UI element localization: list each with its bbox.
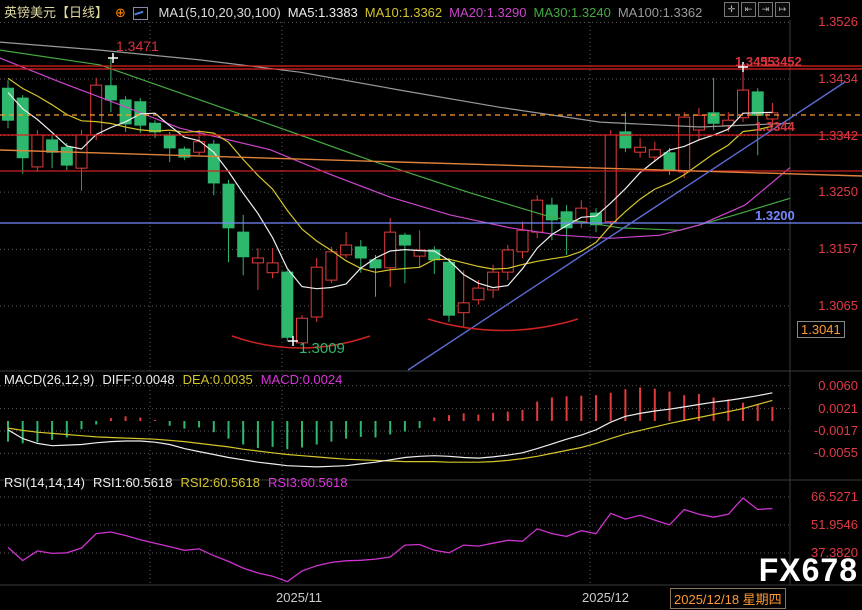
double-bottom-label: 1.3009 xyxy=(299,340,345,357)
macd-tick: 0.0021 xyxy=(818,400,858,416)
support1-label: 1.3344 xyxy=(755,119,795,134)
price-tick: 1.3065 xyxy=(818,297,858,313)
prev-high-label: 1.3471 xyxy=(116,38,159,54)
current-date-box: 2025/12/18 星期四 xyxy=(670,588,786,609)
rsi-tick: 66.5271 xyxy=(811,488,858,504)
price-tick: 1.3342 xyxy=(818,127,858,143)
pan-crosshair-icon[interactable]: ✛ xyxy=(724,2,739,17)
resistance1-label: 1.3455 xyxy=(735,54,775,69)
rsi2-value: RSI2:60.5618 xyxy=(180,475,260,490)
indicator-header-bar: 英镑美元【日线】 ⊕ MA1(5,10,20,30,100) MA5:1.3383 M… xyxy=(4,2,709,21)
add-indicator-icon[interactable]: ⊕ xyxy=(115,5,126,20)
month-label-dec: 2025/12 xyxy=(582,590,629,605)
macd-name: MACD(26,12,9) xyxy=(4,372,95,387)
rsi-tick: 37.3820 xyxy=(811,545,858,560)
ma100-value: MA100:1.3362 xyxy=(617,5,703,20)
macd-tick: -0.0017 xyxy=(813,423,858,438)
rsi3-value: RSI3:60.5618 xyxy=(267,475,348,490)
macd-header: MACD(26,12,9) DIFF:0.0048 DEA:0.0035 MACD:0… xyxy=(4,372,350,387)
rsi-name: RSI(14,14,14) xyxy=(4,475,85,490)
rsi-tick: 51.9546 xyxy=(811,517,858,532)
macd-diff-value: DIFF:0.0048 xyxy=(102,372,175,387)
macd-macd-value: MACD:0.0024 xyxy=(260,372,343,387)
zoom-in-axis-icon[interactable]: ⇥ xyxy=(758,2,773,17)
price-tick: 1.3250 xyxy=(818,184,858,200)
macd-dea-value: DEA:0.0035 xyxy=(182,372,253,387)
chart-type-icon[interactable] xyxy=(132,7,148,21)
macd-tick: -0.0055 xyxy=(813,445,858,461)
month-label-nov: 2025/11 xyxy=(276,590,323,605)
ma-settings-label: MA1(5,10,20,30,100) xyxy=(158,5,281,20)
support2-label: 1.3200 xyxy=(755,208,795,223)
zoom-out-axis-icon[interactable]: ⇤ xyxy=(741,2,756,17)
fx678-watermark: FX678 xyxy=(758,552,858,588)
ma30-value: MA30:1.3240 xyxy=(533,5,611,20)
price-tick: 1.3434 xyxy=(818,71,858,86)
resistance2-label: 1.3452 xyxy=(762,54,802,69)
rsi1-value: RSI1:60.5618 xyxy=(92,475,173,490)
price-tick: 1.3526 xyxy=(818,14,858,30)
forward-exit-icon[interactable]: ↦ xyxy=(775,2,790,17)
symbol-title: 英镑美元【日线】 xyxy=(4,5,109,20)
chart-toolbar: ✛ ⇤ ⇥ ↦ xyxy=(724,2,790,17)
macd-tick: 0.0060 xyxy=(818,377,858,393)
ma5-value: MA5:1.3383 xyxy=(287,5,358,20)
rsi-header: RSI(14,14,14) RSI1:60.5618 RSI2:60.5618 RSI… xyxy=(4,475,355,490)
ma10-value: MA10:1.3362 xyxy=(364,5,443,20)
price-tick: 1.3157 xyxy=(818,241,858,257)
low-marker-box: 1.3041 xyxy=(797,321,845,338)
ma20-value: MA20:1.3290 xyxy=(449,5,527,20)
